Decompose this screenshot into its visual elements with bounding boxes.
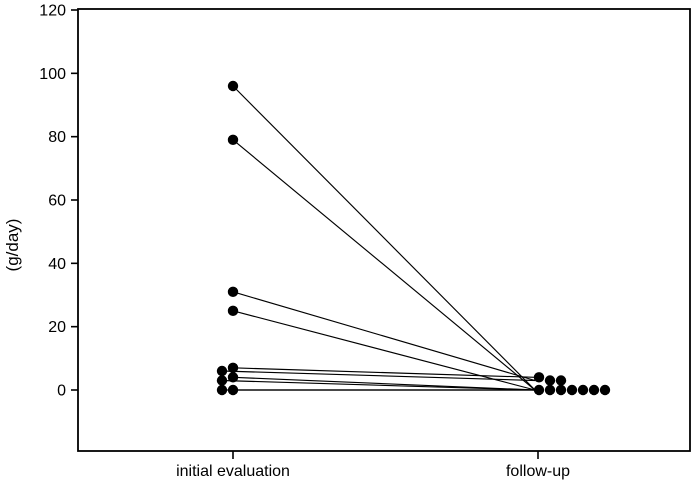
y-tick-label: 20 [48, 319, 66, 336]
plot-box [77, 8, 691, 452]
data-point-followup [555, 375, 567, 386]
data-point-followup [566, 384, 578, 396]
data-point-followup [577, 384, 589, 396]
data-point-initial [227, 80, 239, 92]
data-point-initial [227, 286, 239, 298]
data-point-initial [227, 372, 239, 383]
connector-line [221, 379, 536, 391]
y-tick-label: 0 [57, 383, 66, 400]
y-tick-label: 80 [48, 129, 66, 146]
connector-line [232, 291, 536, 382]
connector-line [232, 376, 536, 391]
data-point-initial [227, 362, 239, 374]
y-tick-label: 60 [48, 193, 66, 210]
connector-line [232, 367, 536, 378]
data-point-followup [544, 375, 556, 386]
data-point-followup [555, 384, 567, 396]
data-point-initial [216, 384, 228, 396]
y-tick-label: 100 [39, 66, 66, 83]
x-tick-label: follow-up [506, 463, 570, 480]
data-point-initial [216, 375, 228, 386]
connector-line [232, 310, 536, 391]
data-point-followup [533, 372, 545, 383]
y-axis-title: (g/day) [3, 219, 22, 272]
data-point-followup [599, 384, 611, 396]
connector-line [221, 370, 536, 382]
y-tick-label: 120 [39, 3, 66, 20]
data-point-followup [533, 384, 545, 396]
data-point-followup [544, 384, 556, 396]
connector-line [232, 139, 536, 391]
data-point-initial [216, 365, 228, 377]
data-point-initial [227, 134, 239, 146]
data-point-followup [588, 384, 600, 396]
x-tick-label: initial evaluation [176, 463, 290, 480]
data-point-initial [227, 305, 239, 317]
y-tick-label: 40 [48, 256, 66, 273]
connector-line [232, 85, 536, 391]
data-point-initial [227, 384, 239, 396]
